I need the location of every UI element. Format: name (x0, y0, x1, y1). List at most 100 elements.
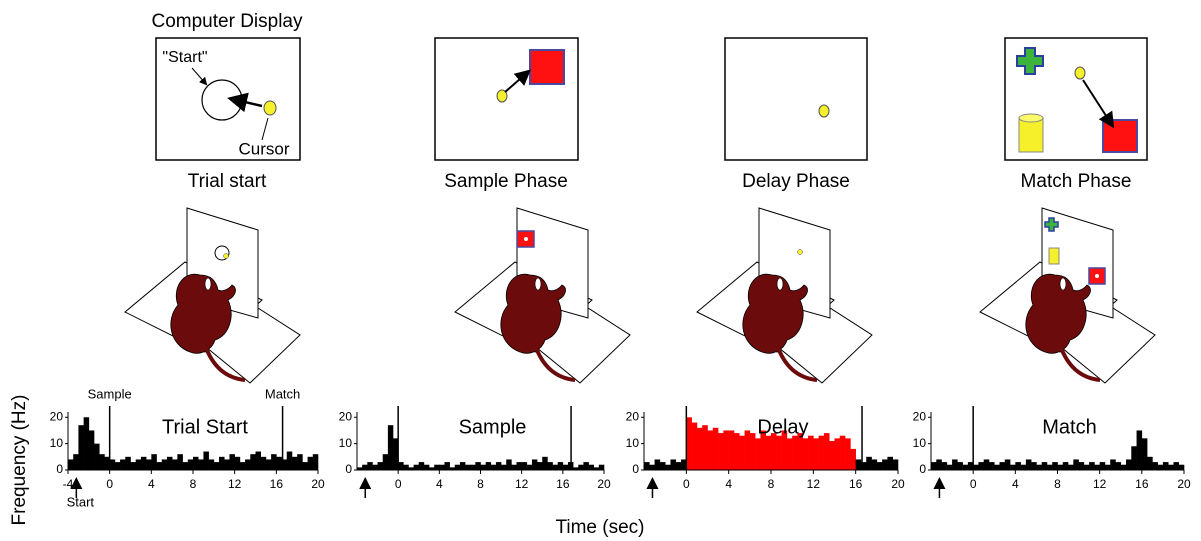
bar (755, 438, 761, 470)
y-tick-label: 0 (56, 462, 63, 476)
bar (140, 456, 147, 470)
bar (465, 464, 471, 470)
bar (1110, 459, 1116, 470)
bar (423, 464, 430, 470)
bar (73, 454, 79, 470)
bar (1120, 464, 1127, 470)
bar (760, 430, 767, 470)
display-screen (724, 37, 868, 161)
bar (771, 433, 777, 470)
bar (1173, 462, 1180, 470)
bar (686, 417, 692, 470)
bar (818, 435, 825, 470)
bar (718, 433, 724, 470)
cylinder-top (1018, 113, 1044, 123)
sample-square (529, 49, 565, 85)
bar (382, 454, 389, 470)
bar (501, 464, 507, 470)
bar (823, 433, 830, 470)
bar (511, 464, 517, 470)
bar (1104, 464, 1111, 470)
bar (506, 459, 512, 470)
bar (521, 462, 528, 470)
bar (649, 464, 655, 470)
x-tick-label: 0 (395, 477, 402, 491)
bar (855, 459, 862, 470)
bar (739, 435, 745, 470)
bar (245, 459, 251, 470)
bar (291, 456, 298, 470)
panel-label: Delay Phase (742, 171, 850, 192)
bar (459, 462, 466, 470)
bar (88, 430, 95, 470)
bar (166, 456, 173, 470)
bar (1152, 462, 1158, 470)
bar (156, 462, 163, 470)
bar (792, 435, 798, 470)
bar (654, 459, 661, 470)
x-tick-label: 0 (970, 477, 977, 491)
bar (229, 454, 235, 470)
y-tick-label: 10 (913, 436, 927, 450)
bar (723, 430, 729, 470)
bar (495, 462, 502, 470)
y-tick-label: 10 (50, 436, 64, 450)
event-label: Match (265, 386, 300, 401)
x-tick-label: 8 (190, 477, 197, 491)
y-tick-label: 20 (50, 409, 64, 423)
bar (377, 462, 384, 470)
move-arrow (504, 69, 532, 93)
bar (1062, 462, 1069, 470)
bar (733, 433, 740, 470)
bar (1004, 459, 1011, 470)
start-pointer (191, 67, 208, 86)
bar (187, 459, 194, 470)
bar (198, 459, 204, 470)
x-tick-label: 4 (436, 477, 443, 491)
bar (1041, 462, 1048, 470)
bar (749, 433, 756, 470)
rig-illustration (453, 206, 632, 385)
bar (255, 451, 262, 470)
bar (537, 462, 543, 470)
bar (860, 462, 867, 470)
y-axis-label: Frequency (Hz) (9, 395, 30, 526)
bar (1126, 459, 1132, 470)
bar (1136, 430, 1143, 470)
bar (485, 462, 492, 470)
x-tick-label: 16 (849, 477, 863, 491)
bar (578, 464, 584, 470)
move-arrow (1082, 79, 1115, 129)
bar (1031, 462, 1037, 470)
bar (1078, 462, 1085, 470)
start-label: "Start" (162, 49, 207, 66)
bar (172, 459, 178, 470)
bar (151, 454, 157, 470)
histogram: 0 10 20 0 4 8 12 16 20 Delay (626, 406, 905, 498)
bar (475, 462, 481, 470)
bar (946, 464, 953, 470)
bar (978, 462, 985, 470)
bar (480, 464, 486, 470)
bar (871, 459, 878, 470)
bar (967, 462, 974, 470)
cursor (818, 104, 830, 118)
bar (845, 438, 851, 470)
bar (702, 425, 708, 470)
bar (834, 438, 841, 470)
bar (1025, 459, 1032, 470)
bar (260, 456, 267, 470)
bar (931, 462, 937, 470)
bar (398, 462, 404, 470)
x-tick-label: 16 (270, 477, 284, 491)
bar (99, 454, 105, 470)
bar (1157, 464, 1164, 470)
bar (547, 462, 553, 470)
bar (307, 456, 314, 470)
bar (434, 464, 440, 470)
bar (271, 454, 277, 470)
event-label: Sample (88, 386, 132, 401)
bar (839, 435, 846, 470)
bar (681, 459, 687, 470)
bar (1073, 459, 1079, 470)
